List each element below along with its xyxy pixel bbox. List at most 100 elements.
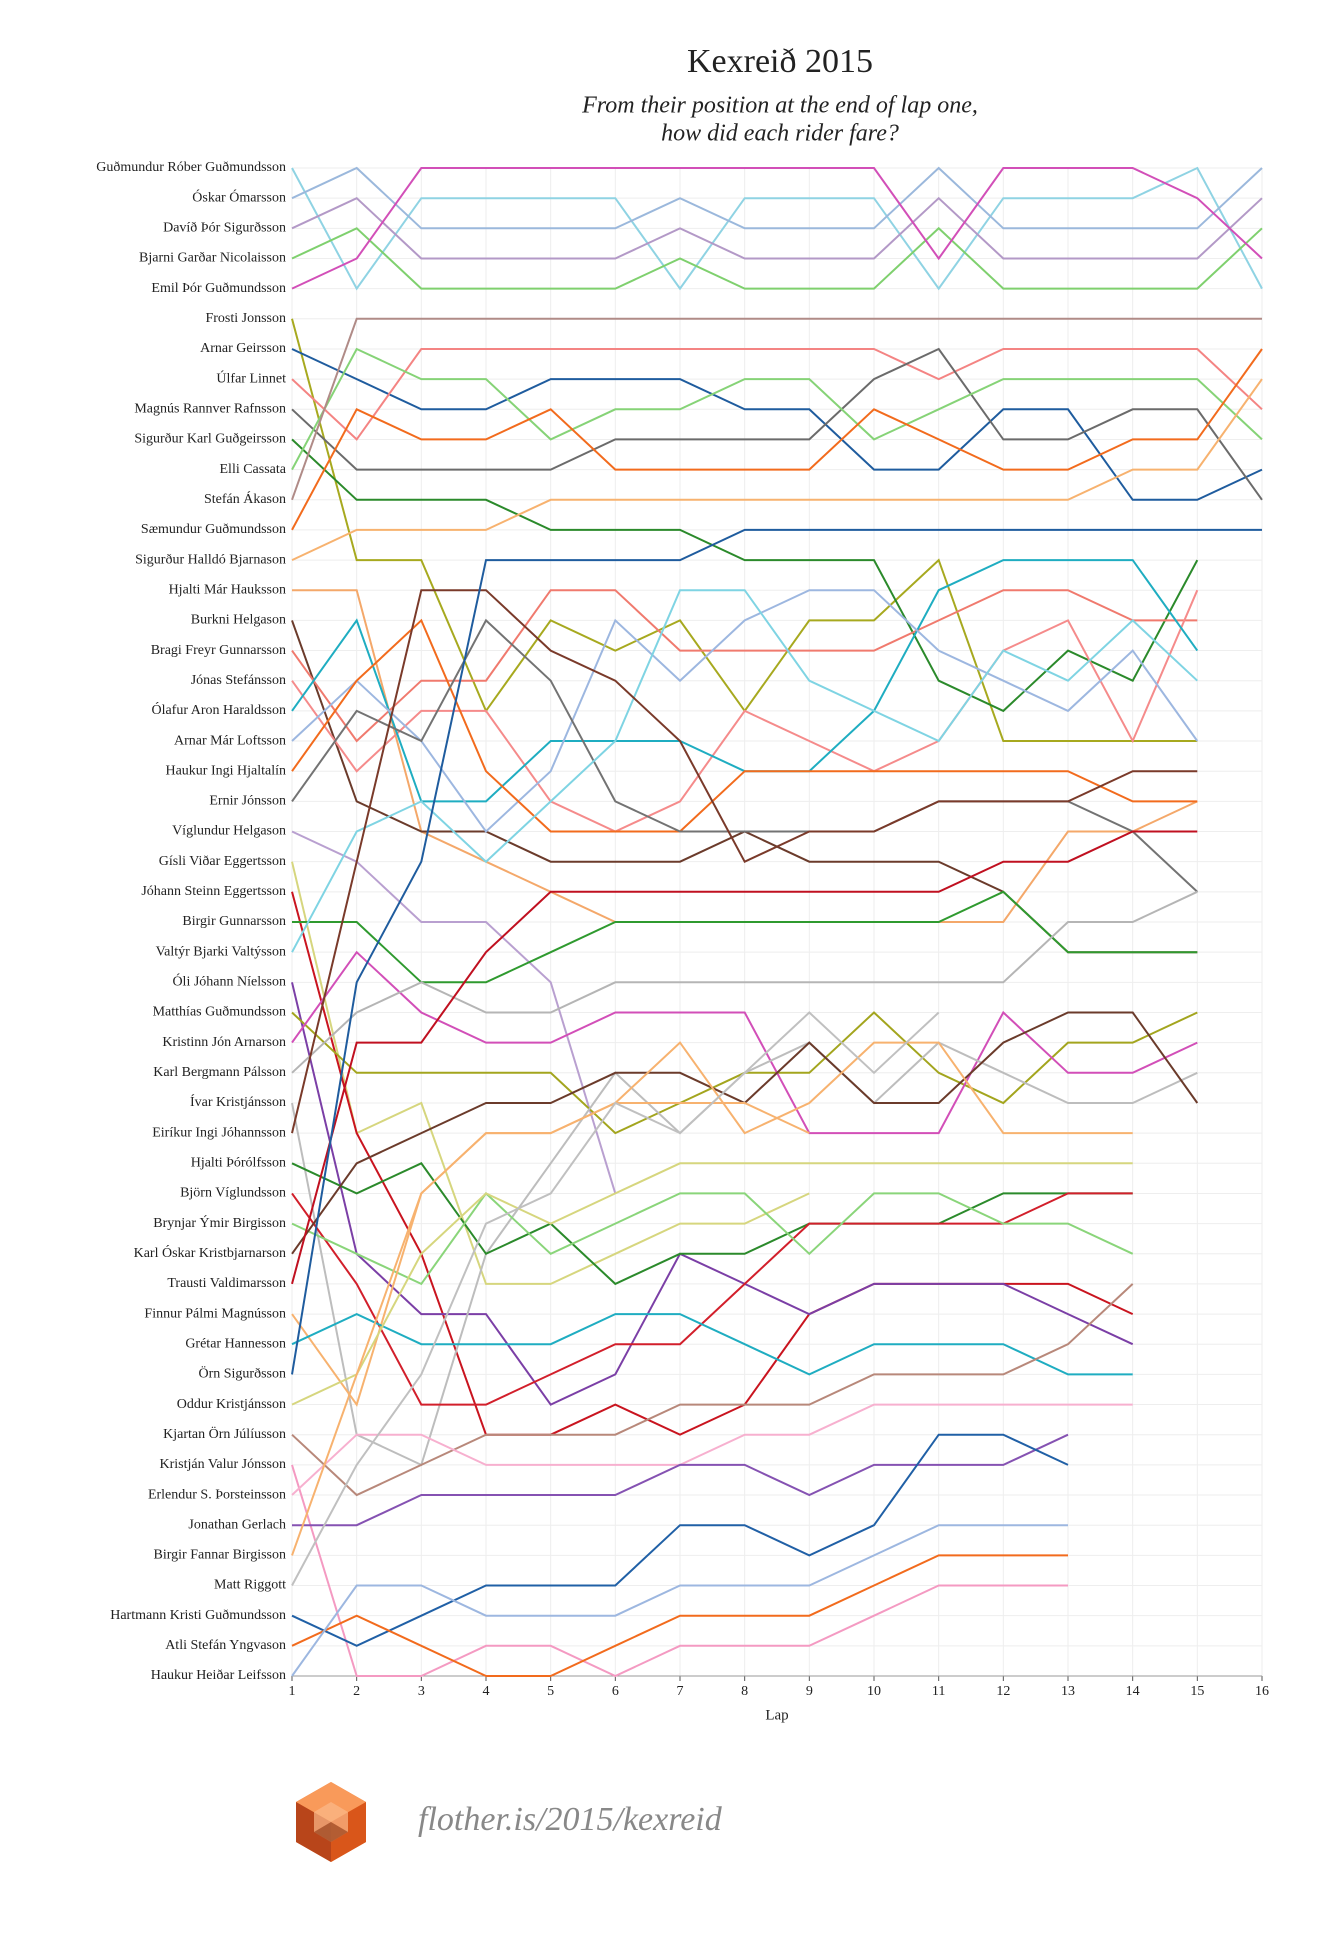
rider-label: Bjarni Garðar Nicolaisson <box>139 251 286 266</box>
rider-label: Birgir Fannar Birgisson <box>154 1548 287 1563</box>
rider-line <box>291 589 1199 834</box>
rider-line <box>291 166 1263 230</box>
rider-line <box>291 348 1263 531</box>
rider-line <box>291 982 1134 1406</box>
rider-label: Óli Jóhann Níelsson <box>172 973 286 990</box>
x-tick-label: 12 <box>996 1684 1010 1699</box>
rider-line <box>291 166 1263 291</box>
rider-label: Björn Víglundsson <box>180 1186 286 1201</box>
rider-label: Matthías Guðmundsson <box>153 1005 286 1020</box>
rider-label: Bragi Freyr Gunnarsson <box>151 643 286 658</box>
rider-line <box>291 378 1263 562</box>
rider-line <box>292 890 1198 984</box>
rider-line <box>291 1524 1068 1677</box>
chart-title: Kexreið 2015 <box>687 43 873 80</box>
rider-line <box>291 1403 1133 1496</box>
rider-label: Haukur Heiðar Leifsson <box>151 1668 286 1683</box>
x-tick-label: 5 <box>547 1684 554 1699</box>
rider-label: Hjalti Þórólfsson <box>191 1155 286 1170</box>
rider-label: Karl Óskar Kristbjarnarson <box>134 1244 286 1261</box>
rider-line <box>291 589 1198 953</box>
rider-label: Magnús Rannver Rafnsson <box>134 401 286 416</box>
rider-label: Ernir Jónsson <box>209 794 286 809</box>
x-tick-label: 8 <box>741 1684 748 1699</box>
rider-line <box>291 830 1198 1285</box>
rider-line <box>291 618 1198 833</box>
rider-line <box>291 317 1262 501</box>
x-tick-label: 3 <box>418 1684 425 1699</box>
rider-label: Davíð Þór Sigurðsson <box>163 221 286 236</box>
rider-label: Frosti Jonsson <box>205 311 286 326</box>
rider-line <box>291 1191 1134 1286</box>
rider-line <box>291 589 1198 1134</box>
x-tick-label: 14 <box>1126 1684 1140 1699</box>
rider-line <box>291 347 1263 471</box>
rider-label: Úlfar Linnet <box>216 369 286 386</box>
rider-line <box>291 589 1199 833</box>
chart-subtitle: From their position at the end of lap on… <box>581 93 978 119</box>
rider-label: Kjartan Örn Júlíusson <box>163 1425 286 1442</box>
rider-line <box>291 1011 940 1586</box>
rider-line <box>291 1162 1133 1286</box>
rider-label: Birgir Gunnarsson <box>182 914 286 929</box>
x-axis-label: Lap <box>765 1707 788 1723</box>
rider-label: Hartmann Kristi Guðmundsson <box>110 1608 286 1623</box>
rider-label: Finnur Pálmi Magnússon <box>144 1306 286 1321</box>
rider-line <box>291 1283 1134 1497</box>
rider-label: Jonathan Gerlach <box>188 1517 286 1532</box>
rider-line <box>291 1192 1133 1406</box>
rider-label: Guðmundur Róber Guðmundsson <box>96 160 286 175</box>
rider-label: Ólafur Aron Haraldsson <box>151 701 286 718</box>
rider-label: Hjalti Már Hauksson <box>169 582 286 597</box>
x-tick-label: 10 <box>867 1684 881 1699</box>
rider-label: Jóhann Steinn Eggertsson <box>141 884 286 899</box>
x-tick-label: 1 <box>289 1684 296 1699</box>
x-tick-label: 11 <box>932 1684 945 1699</box>
rider-label: Atli Stefán Yngvason <box>165 1638 286 1653</box>
rider-label: Sæmundur Guðmundsson <box>141 522 286 537</box>
rider-line <box>291 348 1263 441</box>
rider-line <box>291 830 617 1194</box>
rider-line <box>291 861 810 1285</box>
rider-label: Óskar Ómarsson <box>192 188 286 205</box>
rider-line <box>291 196 1263 260</box>
rider-label: Sigurður Karl Guðgeirsson <box>134 432 286 447</box>
rider-line <box>291 1102 810 1556</box>
rider-label: Kristján Valur Jónsson <box>159 1457 286 1472</box>
rider-line <box>291 226 1263 290</box>
rider-label: Trausti Valdimarsson <box>167 1276 286 1291</box>
rider-line <box>291 1162 1133 1406</box>
rider-label: Brynjar Ýmir Birgisson <box>153 1214 286 1231</box>
rider-label: Arnar Geirsson <box>200 341 286 356</box>
rider-label: Valtýr Bjarki Valtýsson <box>156 944 286 959</box>
logo <box>296 1782 366 1862</box>
x-tick-label: 16 <box>1255 1684 1269 1699</box>
rider-label: Elli Cassata <box>220 462 287 477</box>
rider-label: Kristinn Jón Arnarson <box>162 1035 286 1050</box>
x-tick-label: 4 <box>483 1684 490 1699</box>
rider-label: Sigurður Halldó Bjarnason <box>135 552 286 567</box>
rider-line <box>291 528 1262 1375</box>
x-tick-label: 7 <box>677 1684 684 1699</box>
rider-line <box>291 950 1198 1135</box>
rider-line <box>291 589 1198 743</box>
rider-line <box>291 1554 1068 1677</box>
rider-label: Matt Riggott <box>214 1578 286 1593</box>
x-tick-label: 2 <box>353 1684 360 1699</box>
rider-label: Grétar Hannesson <box>185 1336 286 1351</box>
rider-label: Jónas Stefánsson <box>191 673 286 688</box>
rider-label: Víglundur Helgason <box>172 824 286 839</box>
rider-line <box>291 347 1263 501</box>
rider-line <box>291 1433 1069 1647</box>
rider-label: Gísli Viðar Eggertsson <box>159 854 286 869</box>
rider-label: Arnar Már Loftsson <box>174 733 286 748</box>
rider-label: Eiríkur Ingi Jóhannsson <box>152 1125 286 1140</box>
x-tick-label: 15 <box>1190 1684 1204 1699</box>
rider-label: Erlendur S. Þorsteinsson <box>148 1487 286 1502</box>
rider-label: Burkni Helgason <box>191 613 286 628</box>
x-tick-label: 9 <box>806 1684 813 1699</box>
rider-label: Karl Bergmann Pálsson <box>153 1065 286 1080</box>
rider-line <box>291 1464 1068 1678</box>
rider-label: Ívar Kristjánsson <box>190 1093 286 1110</box>
rider-label: Stefán Ákason <box>204 490 286 507</box>
